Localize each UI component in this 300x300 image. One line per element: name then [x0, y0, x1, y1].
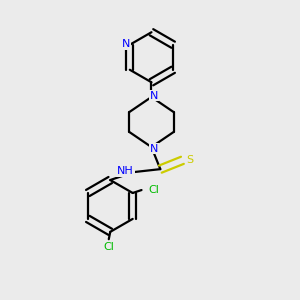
Text: N: N: [150, 91, 159, 100]
Text: S: S: [186, 155, 193, 165]
Text: N: N: [122, 39, 130, 49]
Text: Cl: Cl: [103, 242, 114, 252]
Text: NH: NH: [117, 167, 134, 176]
Text: N: N: [150, 143, 159, 154]
Text: Cl: Cl: [148, 185, 159, 195]
